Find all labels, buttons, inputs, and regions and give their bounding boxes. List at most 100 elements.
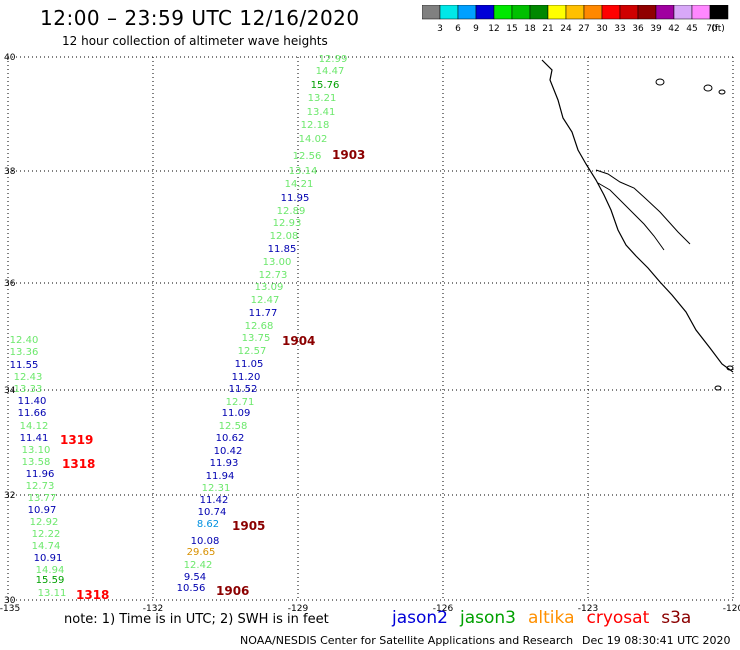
swh-value-label: 10.74 bbox=[198, 507, 227, 518]
timestamp: Dec 19 08:30:41 UTC 2020 bbox=[582, 634, 731, 647]
swh-value-label: 11.40 bbox=[18, 396, 47, 407]
island-outline bbox=[714, 385, 722, 391]
swh-value-label: 13.21 bbox=[308, 93, 337, 104]
colorbar-tick-label: 30 bbox=[596, 24, 608, 34]
page-title: 12:00 – 23:59 UTC 12/16/2020 bbox=[40, 6, 360, 30]
swh-value-label: 13.58 bbox=[22, 457, 51, 468]
swh-value-label: 14.47 bbox=[316, 66, 345, 77]
colorbar-tick-label: 24 bbox=[560, 24, 572, 34]
swh-value-label: 9.54 bbox=[184, 572, 206, 583]
swh-value-label: 13.36 bbox=[10, 347, 39, 358]
colorbar-tick-label: 70 bbox=[706, 24, 718, 34]
legend-altika: altika bbox=[528, 608, 575, 628]
colorbar-tick-label: 9 bbox=[473, 24, 479, 34]
colorbar-tick-label: 21 bbox=[542, 24, 553, 34]
island-outline bbox=[703, 84, 713, 92]
swh-value-label: 12.73 bbox=[26, 481, 55, 492]
swh-value-label: 12.18 bbox=[301, 120, 330, 131]
swh-value-label: 10.42 bbox=[214, 446, 243, 457]
swh-value-label: 12.58 bbox=[219, 421, 248, 432]
lat-tick-label: 32 bbox=[4, 491, 15, 501]
colorbar-tick-label: 45 bbox=[686, 24, 697, 34]
pass-id-label: 1319 bbox=[60, 433, 93, 447]
swh-value-label: 29.65 bbox=[187, 547, 216, 558]
swh-value-label: 13.14 bbox=[289, 166, 318, 177]
legend-cryosat: cryosat bbox=[586, 608, 650, 628]
lon-tick-label: -135 bbox=[0, 604, 20, 614]
swh-value-label: 12.92 bbox=[30, 517, 59, 528]
swh-value-label: 11.66 bbox=[18, 408, 47, 419]
lon-tick-label: -123 bbox=[578, 604, 598, 614]
page-subtitle: 12 hour collection of altimeter wave hei… bbox=[62, 34, 328, 48]
swh-value-label: 8.62 bbox=[197, 519, 219, 530]
satellite-legend: jason2 jason3 altika cryosat s3a bbox=[392, 608, 703, 628]
colorbar-tick-label: 27 bbox=[578, 24, 589, 34]
coastline bbox=[541, 59, 734, 391]
swh-value-label: 13.33 bbox=[14, 384, 43, 395]
pass-id-label: 1318 bbox=[76, 588, 109, 602]
swh-value-label: 11.95 bbox=[281, 193, 310, 204]
swh-value-label: 14.21 bbox=[285, 179, 314, 190]
swh-value-label: 12.47 bbox=[251, 295, 280, 306]
lon-tick-label: -126 bbox=[433, 604, 454, 614]
colorbar-tick-label: 12 bbox=[488, 24, 499, 34]
pass-id-label: 1906 bbox=[216, 584, 249, 598]
swh-value-label: 14.94 bbox=[36, 565, 65, 576]
lon-tick-label: -132 bbox=[143, 604, 163, 614]
island-outline bbox=[655, 78, 665, 86]
swh-value-label: 11.96 bbox=[26, 469, 55, 480]
colorbar-tick-label: 39 bbox=[650, 24, 662, 34]
lat-tick-label: 34 bbox=[4, 386, 16, 396]
swh-value-label: 12.43 bbox=[14, 372, 43, 383]
swh-value-label: 13.75 bbox=[242, 333, 271, 344]
lat-lon-grid bbox=[7, 56, 734, 601]
swh-value-label: 10.56 bbox=[177, 583, 206, 594]
colorbar-swatch bbox=[709, 5, 729, 20]
swh-value-label: 11.41 bbox=[20, 433, 49, 444]
legend-jason3: jason3 bbox=[460, 608, 516, 628]
swh-value-label: 12.99 bbox=[319, 54, 348, 65]
swh-value-label: 13.77 bbox=[28, 493, 57, 504]
swh-value-label: 10.97 bbox=[28, 505, 57, 516]
colorbar-unit: (ft) bbox=[711, 24, 725, 34]
bay-shoreline bbox=[597, 182, 665, 251]
swh-value-label: 10.08 bbox=[191, 536, 220, 547]
bay-delta-outline bbox=[595, 169, 691, 245]
swh-value-label: 14.74 bbox=[32, 541, 61, 552]
lat-tick-label: 40 bbox=[4, 53, 16, 63]
pass-id-label: 1904 bbox=[282, 334, 315, 348]
california-coastline bbox=[541, 59, 734, 373]
swh-value-label: 11.20 bbox=[232, 372, 261, 383]
swh-value-label: 12.57 bbox=[238, 346, 267, 357]
credit-text: NOAA/NESDIS Center for Satellite Applica… bbox=[240, 634, 574, 647]
wave-height-colorbar: 3 6 9 12 15 18 21 24 27 30 33 36 39 42 45 70(ft) bbox=[422, 5, 729, 34]
swh-value-label: 10.91 bbox=[34, 553, 63, 564]
lat-tick-label: 36 bbox=[4, 279, 16, 289]
swh-value-label: 11.94 bbox=[206, 471, 235, 482]
pass-id-label: 1905 bbox=[232, 519, 265, 533]
swh-value-label: 10.62 bbox=[216, 433, 245, 444]
swh-value-label: 11.85 bbox=[268, 244, 297, 255]
colorbar-tick-label: 42 bbox=[668, 24, 679, 34]
colorbar-tick-label: 15 bbox=[506, 24, 517, 34]
swh-value-label: 12.56 bbox=[293, 151, 322, 162]
swh-value-label: 11.52 bbox=[229, 384, 258, 395]
swh-value-label: 11.55 bbox=[10, 360, 39, 371]
lon-tick-label: -120 bbox=[723, 604, 740, 614]
swh-value-label: 12.93 bbox=[273, 218, 302, 229]
swh-value-label: 12.68 bbox=[245, 321, 274, 332]
swh-value-label: 11.09 bbox=[222, 408, 251, 419]
colorbar-tick-label: 33 bbox=[614, 24, 625, 34]
colorbar-tick-label: 18 bbox=[524, 24, 536, 34]
swh-value-label: 12.73 bbox=[259, 270, 288, 281]
swh-value-label: 11.93 bbox=[210, 458, 239, 469]
legend-jason2: jason2 bbox=[392, 608, 448, 628]
swh-value-label: 14.02 bbox=[299, 134, 328, 145]
axis-labels: -135 -132 -129 -126 -123 -120 40 38 36 34 32 30 bbox=[0, 53, 740, 614]
swh-value-label: 13.10 bbox=[22, 445, 51, 456]
pass-id-label: 1903 bbox=[332, 148, 365, 162]
swh-value-label: 15.76 bbox=[311, 80, 340, 91]
swh-value-label: 14.12 bbox=[20, 421, 49, 432]
